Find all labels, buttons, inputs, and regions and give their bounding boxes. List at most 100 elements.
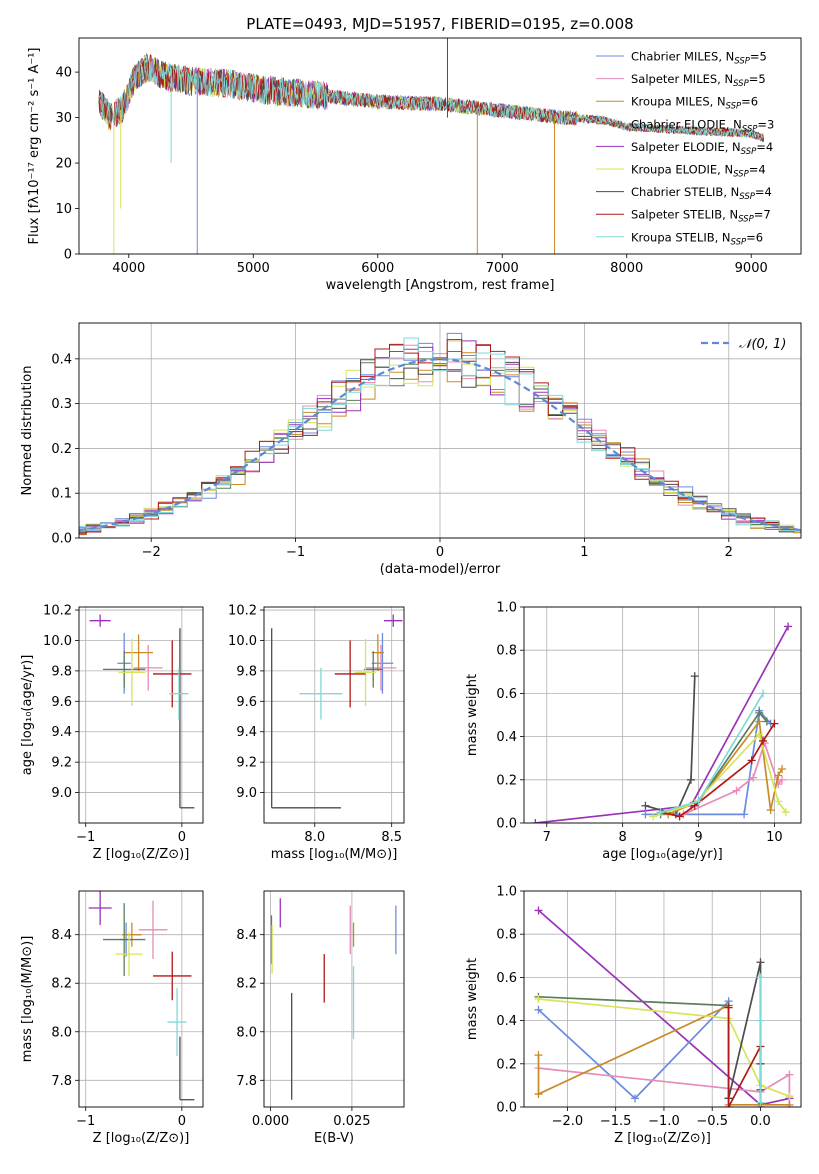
plot-area (88, 891, 195, 1101)
x-axis-label: mass [log₁₀(M/M⊙)] (271, 847, 398, 862)
y-tick-label: 0.6 (496, 971, 517, 986)
y-tick-label: 0.4 (496, 730, 517, 745)
legend-text: Kroupa MILES, N (631, 95, 726, 109)
x-tick-label: −1 (76, 1114, 95, 1129)
y-tick-label: 0.4 (51, 352, 72, 367)
tick-group: 0.000 0.025 7.8 8.0 8.2 8.4 (236, 891, 404, 1129)
plus-marker (534, 1051, 543, 1060)
legend-tail: =4 (749, 163, 766, 177)
y-tick-label: 1.0 (496, 601, 517, 616)
plus-marker (531, 819, 540, 823)
legend-label: 𝒩(0, 1) (739, 337, 786, 352)
plus-marker (641, 801, 650, 810)
y-tick-label: 10.0 (228, 634, 257, 649)
legend-label: Kroupa STELIB, NSSP=6 (631, 230, 763, 247)
plus-marker (724, 1003, 733, 1012)
y-tick-label: 9.2 (51, 756, 72, 771)
legend-sub: SSP (739, 192, 755, 202)
plus-marker (534, 906, 543, 915)
x-tick-label: 0 (178, 830, 186, 845)
x-tick-label: −1 (76, 830, 95, 845)
axes-frame (78, 37, 802, 255)
axes-frame (523, 606, 802, 824)
y-tick-label: 8.0 (236, 1025, 257, 1040)
histogram-step (79, 344, 801, 534)
plus-marker (778, 765, 787, 773)
legend-tail: =6 (741, 95, 758, 109)
axes-frame (263, 890, 405, 1108)
plus-marker (749, 773, 758, 782)
x-tick-label: 1 (580, 545, 588, 560)
y-tick-label: 10.2 (43, 604, 72, 619)
plus-marker (656, 808, 665, 817)
y-tick-label: 0.2 (496, 1057, 517, 1072)
y-tick-label: 9.2 (236, 756, 257, 771)
plus-marker (759, 689, 768, 698)
plus-marker (534, 1005, 543, 1014)
legend-label: Kroupa MILES, NSSP=6 (631, 95, 758, 112)
panel-age_vs_mass: 8.0 8.5 9.0 9.2 9.4 9.6 9.8 10.0 10.2 mass [log₁₀… (228, 604, 405, 862)
x-tick-label: 7000 (486, 261, 519, 276)
legend-sub: SSP (733, 170, 749, 180)
plus-marker (649, 812, 658, 821)
axes-frame (78, 322, 802, 539)
plus-marker (756, 958, 765, 967)
y-tick-label: 9.8 (236, 664, 257, 679)
plus-marker (774, 771, 783, 780)
x-tick-label: −1.0 (648, 1114, 680, 1129)
plus-marker (675, 812, 684, 821)
legend-text: Kroupa STELIB, N (631, 230, 731, 244)
y-tick-label: 9.0 (236, 786, 257, 801)
plus-marker (534, 1090, 543, 1099)
y-axis-label: age [log₁₀(age/yr)] (20, 655, 35, 776)
panel-mass_vs_ebv: 0.000 0.025 7.8 8.0 8.2 8.4 E(B-V) (236, 890, 405, 1146)
y-axis-label: mass weight (465, 958, 480, 1040)
legend-sub: SSP (742, 124, 758, 134)
y-tick-label: 9.6 (236, 695, 257, 710)
y-tick-label: 9.0 (51, 786, 72, 801)
y-tick-label: 0.0 (51, 532, 72, 547)
weight-line (667, 719, 783, 816)
y-tick-label: 8.0 (51, 1025, 72, 1040)
weight-line (538, 1067, 791, 1107)
y-tick-label: 9.8 (51, 664, 72, 679)
x-axis-label: Z [log₁₀(Z/Z⊙)] (93, 1131, 190, 1146)
y-tick-label: 0.3 (51, 397, 72, 412)
plus-marker (686, 775, 695, 784)
legend-label: Chabrier MILES, NSSP=5 (631, 50, 767, 67)
y-tick-label: 10.0 (43, 634, 72, 649)
legend-tail: =5 (749, 72, 766, 86)
panel-mass_vs_z: −1 0 7.8 8.0 8.2 8.4 Z [log₁₀(Z/Z⊙)] mass [log₁… (20, 890, 204, 1146)
y-tick-label: 9.4 (236, 725, 257, 740)
y-tick-label: 0.0 (496, 817, 517, 832)
x-tick-label: 10 (766, 830, 783, 845)
figure-title: PLATE=0493, MJD=51957, FIBERID=0195, z=0… (246, 15, 633, 33)
legend-text: Salpeter MILES, N (631, 72, 733, 86)
x-axis-label: Z [log₁₀(Z/Z⊙)] (93, 847, 190, 862)
plus-marker (781, 808, 790, 817)
weight-line (538, 998, 790, 1097)
plus-marker (740, 810, 749, 819)
y-axis-label: mass weight (465, 674, 480, 756)
x-tick-label: 0 (178, 1114, 186, 1129)
panel-age_vs_z: −1 0 9.0 9.2 9.4 9.6 9.8 10.0 10.2 Z [log₁₀(Z/Z⊙)… (20, 604, 204, 862)
x-axis-label: wavelength [Angstrom, rest frame] (326, 278, 555, 293)
legend-tail: =4 (756, 140, 773, 154)
legend-label: Kroupa ELODIE, NSSP=4 (631, 163, 766, 180)
x-tick-label: 7 (543, 830, 551, 845)
y-tick-label: 10.2 (228, 604, 257, 619)
legend-text: Chabrier STELIB, N (631, 185, 739, 199)
plus-marker (785, 1092, 794, 1101)
y-tick-label: 8.2 (51, 977, 72, 992)
legend-sub: SSP (726, 102, 742, 112)
plus-marker (756, 973, 765, 982)
normal-curve (79, 358, 801, 532)
x-tick-label: 0.000 (252, 1114, 289, 1129)
x-axis-label: E(B-V) (314, 1131, 354, 1146)
y-tick-label: 7.8 (236, 1074, 257, 1089)
x-tick-label: 9 (694, 830, 702, 845)
plus-marker (641, 810, 650, 819)
legend-sub: SSP (731, 237, 747, 247)
y-tick-label: 0.8 (496, 928, 517, 943)
histogram-step (79, 337, 801, 532)
